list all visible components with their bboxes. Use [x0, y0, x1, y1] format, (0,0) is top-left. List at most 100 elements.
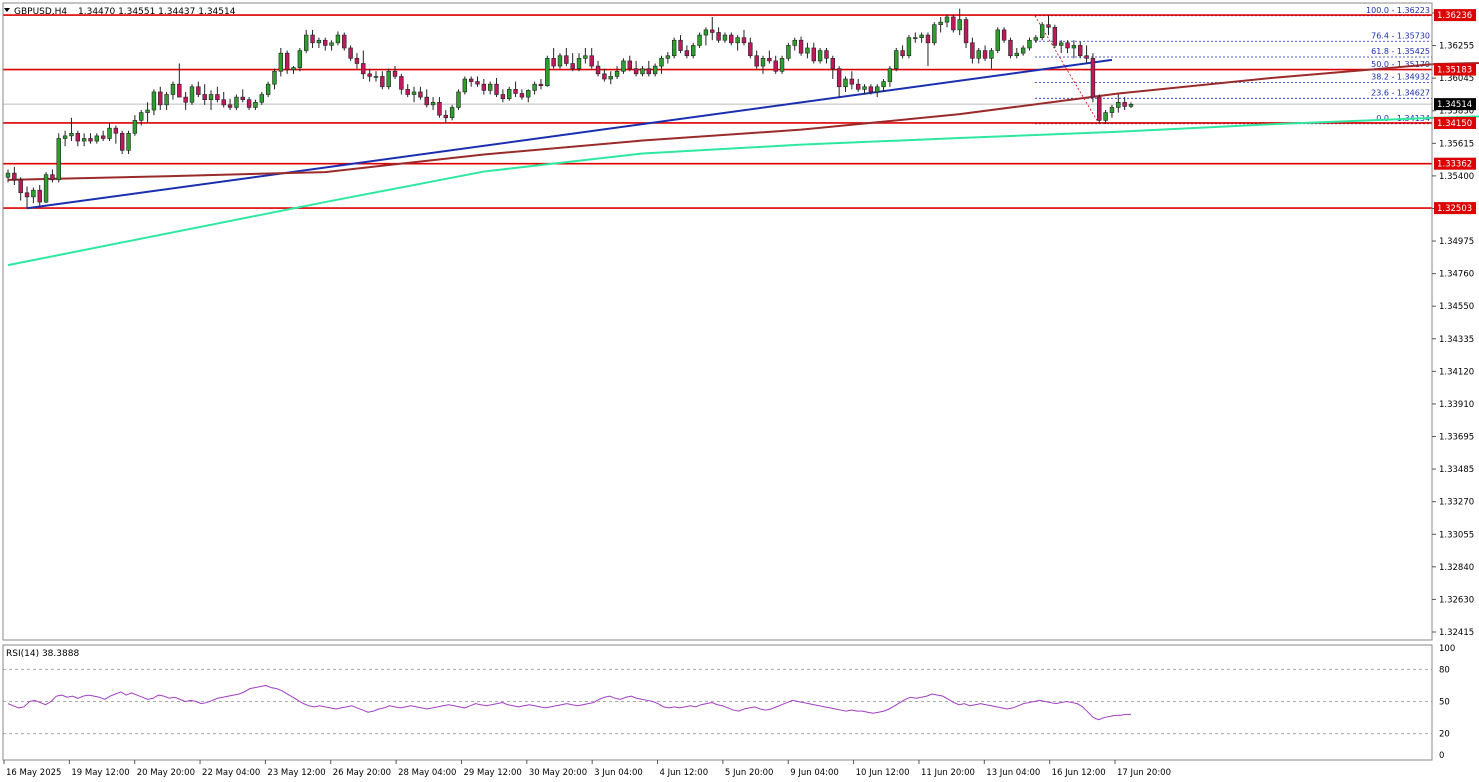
rsi-line	[7, 684, 1131, 721]
y-tick-label: 1.35830	[1439, 107, 1474, 117]
bear-candle	[1097, 96, 1102, 121]
bear-candle	[849, 78, 855, 85]
bull-candle	[1071, 45, 1077, 49]
bull-candle	[278, 52, 284, 72]
ohlc-readout: 1.34470 1.34551 1.34437 1.34514	[78, 7, 236, 17]
bear-candle	[513, 89, 518, 94]
bear-candle	[646, 68, 652, 75]
y-tick-label: 1.34975	[1439, 237, 1474, 247]
bear-candle	[424, 96, 429, 106]
bull-candle	[640, 68, 645, 75]
bull-candle	[957, 19, 962, 31]
x-tick-label: 20 May 20:00	[137, 768, 195, 778]
bear-candle	[392, 70, 398, 77]
bull-candle	[665, 55, 671, 59]
x-tick-label: 16 May 2025	[6, 768, 61, 778]
bear-candle	[982, 50, 988, 59]
bear-candle	[767, 58, 772, 62]
bull-candle	[126, 132, 131, 151]
bear-candle	[589, 55, 594, 67]
bull-candle	[786, 45, 791, 59]
y-tick-label: 1.33485	[1439, 465, 1474, 475]
bull-candle	[456, 91, 461, 108]
x-tick-label: 10 Jun 12:00	[856, 768, 910, 778]
bull-candle	[995, 29, 1000, 51]
bear-candle	[627, 60, 632, 69]
bull-candle	[151, 91, 157, 111]
symbol-label: GBPUSD,H4	[14, 7, 67, 17]
fib-level-label: 76.4 - 1.35730	[1371, 31, 1430, 40]
bull-candle	[894, 50, 899, 69]
bear-candle	[836, 68, 842, 88]
bear-candle	[824, 50, 829, 59]
bull-candle	[843, 78, 848, 88]
bear-candle	[519, 93, 525, 98]
x-tick-label: 23 May 12:00	[267, 768, 325, 778]
bull-candle	[887, 68, 893, 82]
bull-candle	[906, 37, 912, 57]
bear-candle	[868, 86, 874, 93]
bear-candle	[120, 132, 125, 151]
bull-candle	[81, 138, 87, 142]
bull-candle	[1109, 107, 1115, 113]
bull-candle	[919, 34, 924, 38]
fib-level-label: 100.0 - 1.36223	[1366, 6, 1430, 15]
bull-candle	[259, 94, 264, 103]
bear-candle	[678, 39, 683, 51]
bull-candle	[234, 96, 239, 108]
bull-candle	[303, 34, 309, 51]
bear-candle	[88, 138, 93, 142]
level-price-tag	[1434, 202, 1476, 215]
bear-candle	[354, 58, 360, 64]
bear-candle	[729, 34, 734, 44]
bull-candle	[430, 101, 436, 106]
x-tick-label: 3 Jun 04:00	[594, 768, 643, 778]
bear-candle	[538, 83, 544, 87]
bull-candle	[779, 58, 785, 72]
x-tick-label: 9 Jun 04:00	[790, 768, 839, 778]
bull-candle	[760, 58, 766, 67]
bull-candle	[139, 112, 144, 121]
bull-candle	[56, 138, 61, 181]
bull-candle	[989, 50, 994, 59]
bear-candle	[348, 47, 353, 59]
bull-candle	[862, 86, 867, 90]
bull-candle	[691, 45, 696, 57]
rsi-tick-label: 80	[1439, 665, 1450, 675]
trendline	[26, 58, 1113, 210]
bull-candle	[583, 55, 588, 59]
bear-candle	[481, 83, 487, 91]
collapse-triangle-icon[interactable]	[4, 8, 10, 12]
bull-candle	[107, 127, 112, 139]
bull-candle	[944, 16, 950, 23]
bear-candle	[399, 76, 404, 90]
bull-candle	[335, 34, 341, 44]
fib-level-label: 23.6 - 1.34627	[1371, 88, 1430, 97]
x-tick-label: 22 May 04:00	[202, 768, 260, 778]
bull-candle	[1020, 47, 1026, 54]
bull-candle	[487, 83, 493, 91]
price-pane: 100.0 - 1.36223 76.4 - 1.35730 61.8 - 1.35…	[3, 6, 1479, 267]
bull-candle	[1014, 52, 1020, 57]
bear-candle	[951, 16, 956, 31]
bear-candle	[602, 73, 607, 80]
bull-candle	[373, 76, 379, 78]
bull-candle	[291, 67, 296, 70]
bear-candle	[227, 104, 233, 108]
x-tick-label: 16 Jun 12:00	[1052, 768, 1106, 778]
bear-candle	[900, 50, 905, 57]
sma-fast-line	[7, 62, 1479, 181]
bull-candle	[976, 50, 981, 59]
bear-candle	[773, 60, 778, 72]
y-tick-label: 1.32840	[1439, 563, 1474, 573]
x-tick-label: 29 May 12:00	[463, 768, 521, 778]
bull-candle	[817, 50, 823, 62]
y-tick-label: 1.33055	[1439, 530, 1474, 540]
bear-candle	[595, 65, 601, 75]
bear-candle	[564, 55, 569, 64]
y-tick-label: 1.35615	[1439, 139, 1474, 149]
rsi-tick-label: 100	[1439, 644, 1455, 654]
bull-candle	[329, 42, 334, 46]
